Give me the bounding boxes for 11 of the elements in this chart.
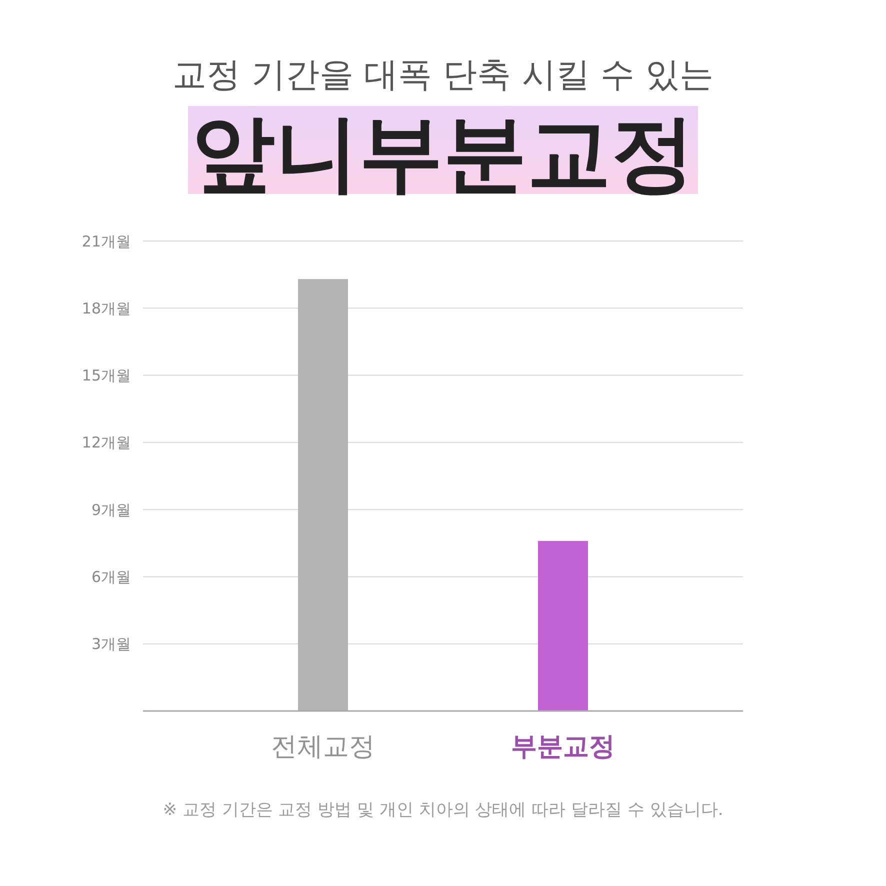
y-tick-label: 15개월 bbox=[82, 366, 131, 385]
x-tick-label: 부분교정 bbox=[511, 732, 615, 762]
y-tick-label: 9개월 bbox=[91, 500, 131, 519]
y-tick-label: 12개월 bbox=[82, 434, 131, 452]
y-tick-label: 6개월 bbox=[91, 568, 131, 586]
x-tick-label: 전체교정 bbox=[271, 732, 375, 762]
chart-title: 교정 기간을 대폭 단축 시킬 수 있는 bbox=[172, 55, 714, 95]
y-tick-label: 21개월 bbox=[82, 232, 131, 250]
y-tick-label: 18개월 bbox=[82, 299, 131, 318]
text: ※ 교정 기간은 교정 방법 및 개인 치아의 상태에 따라 달라질 수 있습니다. bbox=[162, 800, 724, 820]
y-tick-label: 3개월 bbox=[91, 635, 131, 654]
